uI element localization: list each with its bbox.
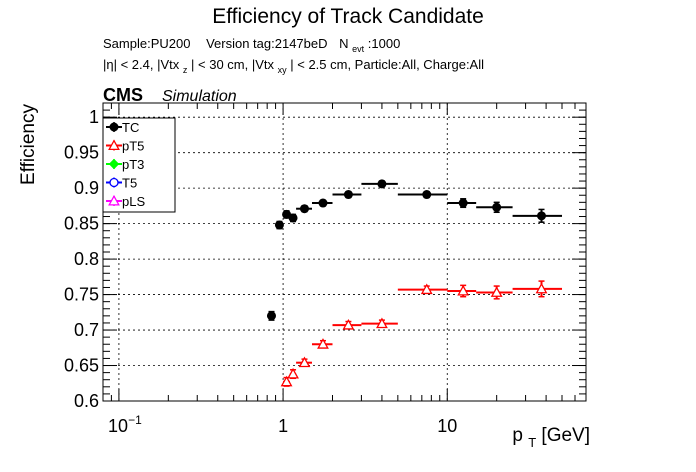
data-series bbox=[266, 179, 563, 387]
legend-label: pLS bbox=[122, 194, 145, 209]
nevt-subscript: evt bbox=[352, 44, 365, 54]
data-point bbox=[287, 367, 299, 379]
legend-label: pT3 bbox=[122, 157, 144, 172]
series-tc bbox=[266, 179, 563, 321]
x-tick-label-base: 1 bbox=[278, 416, 288, 436]
data-point bbox=[342, 318, 355, 330]
nevt-value: :1000 bbox=[368, 36, 401, 51]
data-point bbox=[299, 204, 309, 214]
legend: TC pT5 pT3 T5 pLS bbox=[102, 117, 176, 213]
x-axis-label-sub: T bbox=[528, 435, 536, 450]
legend-marker bbox=[109, 177, 119, 188]
x-tick-label-exponent: −1 bbox=[128, 413, 142, 427]
y-tick-label: 0.7 bbox=[74, 320, 99, 340]
cut-vtx-z-sub: z bbox=[183, 65, 188, 75]
data-point bbox=[536, 211, 546, 221]
data-point bbox=[376, 317, 388, 329]
legend-box bbox=[102, 117, 176, 213]
y-tick-label: 0.85 bbox=[64, 214, 99, 234]
data-point bbox=[377, 179, 387, 189]
y-tick-label: 1 bbox=[89, 107, 99, 127]
data-point bbox=[420, 283, 433, 295]
y-tick-label: 0.6 bbox=[74, 391, 99, 411]
data-point bbox=[492, 202, 502, 212]
data-point bbox=[457, 284, 470, 296]
data-point bbox=[535, 282, 548, 294]
series-pt5 bbox=[280, 280, 563, 387]
x-axis-label-main: p bbox=[512, 425, 523, 446]
y-tick-label: 0.9 bbox=[74, 178, 99, 198]
cut-eta: |η| < 2.4, |Vtx bbox=[103, 57, 180, 72]
legend-entry-t5: T5 bbox=[106, 176, 137, 191]
plot-frame bbox=[102, 102, 587, 402]
legend-marker bbox=[108, 139, 120, 150]
legend-entry-tc: TC bbox=[106, 120, 139, 135]
version-label: Version tag:2147beD bbox=[206, 36, 327, 51]
sample-label: Sample:PU200 bbox=[103, 36, 190, 51]
subtitle-line-2: |η| < 2.4, |Vtx z | < 30 cm, |Vtx xy | <… bbox=[103, 57, 484, 76]
legend-marker bbox=[109, 122, 119, 132]
y-tick-label: 0.65 bbox=[64, 356, 99, 376]
y-axis-label: Efficiency bbox=[18, 104, 39, 185]
cut-vtx-xy-sub: xy bbox=[278, 65, 288, 75]
chart-title: Efficiency of Track Candidate bbox=[212, 5, 484, 28]
data-point bbox=[280, 375, 293, 387]
x-tick-label: 10 bbox=[437, 416, 457, 436]
y-tick-labels: 0.6 0.65 0.7 0.75 0.8 0.85 0.9 0.95 1 bbox=[64, 107, 99, 411]
legend-entry-pt5: pT5 bbox=[106, 139, 144, 154]
data-point bbox=[274, 220, 284, 230]
legend-marker bbox=[108, 194, 120, 206]
data-point bbox=[343, 190, 353, 200]
data-point bbox=[317, 338, 329, 349]
legend-label: pT5 bbox=[122, 139, 144, 154]
x-tick-labels: 10−1 1 10 bbox=[108, 413, 457, 436]
cut-vtx-z: | < 30 cm, |Vtx bbox=[191, 57, 274, 72]
cms-label: CMS bbox=[103, 85, 143, 105]
legend-label: T5 bbox=[122, 176, 137, 191]
data-point bbox=[318, 198, 328, 208]
x-axis-label-unit: [GeV] bbox=[541, 425, 590, 446]
legend-label: TC bbox=[122, 120, 139, 135]
legend-marker bbox=[108, 158, 120, 170]
x-tick-label-base: 10 bbox=[437, 416, 457, 436]
x-axis-label: p T [GeV] bbox=[512, 425, 590, 452]
x-tick-label: 1 bbox=[278, 416, 288, 436]
legend-entry-pls: pLS bbox=[106, 194, 145, 209]
legend-entry-pt3: pT3 bbox=[106, 157, 144, 172]
nevt-prefix: N bbox=[339, 36, 348, 51]
x-tick-label-base: 10 bbox=[108, 416, 128, 436]
simulation-label: Simulation bbox=[162, 88, 237, 105]
data-point bbox=[422, 190, 432, 200]
cut-vtx-xy: | < 2.5 cm, Particle:All, Charge:All bbox=[290, 57, 484, 72]
data-point bbox=[298, 356, 311, 368]
y-tick-label: 0.8 bbox=[74, 249, 99, 269]
data-point bbox=[288, 213, 298, 223]
data-point bbox=[266, 311, 276, 321]
subtitle-line-1: Sample:PU200 Version tag:2147beD N evt :… bbox=[103, 36, 400, 55]
y-tick-label: 0.95 bbox=[64, 143, 99, 163]
data-point bbox=[458, 198, 468, 208]
y-tick-label: 0.75 bbox=[64, 285, 99, 305]
grid-lines bbox=[103, 103, 586, 401]
x-tick-label: 10−1 bbox=[108, 413, 142, 436]
data-point bbox=[490, 286, 503, 297]
